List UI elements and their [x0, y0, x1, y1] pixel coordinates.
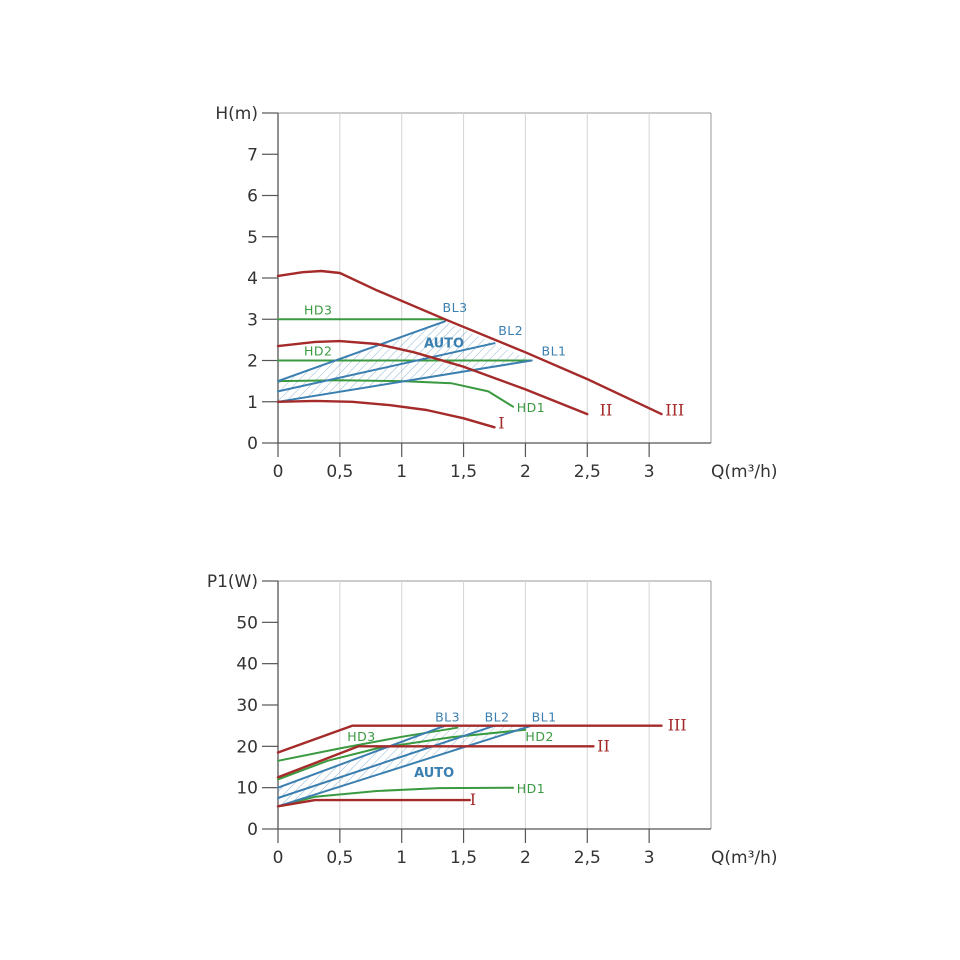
x-tick-label: 2	[520, 848, 531, 868]
series-line-bl2	[277, 342, 496, 393]
series-label-hd3: HD3	[304, 302, 332, 317]
x-tick-label: 2,5	[574, 848, 601, 868]
y-tick-label: 30	[236, 696, 258, 716]
series-label-bl3: BL3	[435, 710, 460, 725]
series-line-iii	[276, 269, 663, 416]
series-label-iii: III	[665, 400, 684, 419]
y-axis-label: H(m)	[215, 104, 258, 124]
x-tick-label: 0	[273, 848, 284, 868]
series-line-bl3	[277, 724, 446, 789]
series-line-i	[276, 399, 496, 429]
series-line-hd2	[277, 728, 527, 781]
series-label-ii: II	[600, 400, 613, 419]
y-tick-label: 50	[236, 613, 258, 633]
y-axis-label: P1(W)	[207, 572, 258, 592]
series-label-hd3: HD3	[347, 729, 375, 744]
x-tick-label: 1,5	[450, 848, 477, 868]
auto-label: AUTO	[414, 766, 454, 781]
series-line-iii	[276, 724, 663, 754]
x-tick-label: 1,5	[450, 462, 477, 482]
y-tick-label: 7	[247, 145, 258, 165]
series-label-i: I	[470, 790, 476, 809]
series-label-i: I	[498, 414, 504, 433]
series-label-hd2: HD2	[304, 344, 332, 359]
series-label-bl3: BL3	[443, 300, 468, 315]
series-label-hd2: HD2	[525, 729, 553, 744]
y-tick-label: 6	[247, 187, 258, 207]
y-tick-label: 4	[247, 269, 258, 289]
series-label-bl2: BL2	[498, 323, 523, 338]
auto-label: AUTO	[424, 336, 464, 351]
y-tick-label: 40	[236, 655, 258, 675]
series-line-bl2	[277, 724, 496, 799]
y-tick-label: 10	[236, 779, 258, 799]
series-label-bl1: BL1	[532, 710, 557, 725]
x-tick-label: 0	[273, 462, 284, 482]
y-tick-label: 1	[247, 393, 258, 413]
series-line-ii	[276, 339, 589, 416]
series-line-ii	[276, 745, 595, 779]
x-tick-label: 2,5	[574, 462, 601, 482]
x-tick-label: 1	[396, 848, 407, 868]
x-axis-label: Q(m³/h)	[711, 462, 778, 482]
x-tick-label: 3	[644, 462, 655, 482]
series-line-bl1	[277, 724, 533, 808]
series-label-hd1: HD1	[517, 400, 545, 415]
y-tick-label: 5	[247, 228, 258, 248]
x-axis-label: Q(m³/h)	[711, 848, 778, 868]
x-tick-label: 0,5	[326, 848, 353, 868]
y-tick-label: 0	[247, 820, 258, 840]
x-tick-label: 3	[644, 848, 655, 868]
series-line-bl3	[277, 320, 446, 383]
y-tick-label: 20	[236, 737, 258, 757]
series-line-i	[276, 798, 471, 808]
series-label-bl1: BL1	[542, 344, 567, 359]
series-label-ii: II	[597, 736, 610, 755]
series-label-iii: III	[668, 716, 687, 735]
x-tick-label: 2	[520, 462, 531, 482]
y-tick-label: 0	[247, 434, 258, 454]
x-tick-label: 1	[396, 462, 407, 482]
x-tick-label: 0,5	[326, 462, 353, 482]
series-line-hd1	[277, 786, 515, 808]
y-tick-label: 3	[247, 310, 258, 330]
series-label-bl2: BL2	[485, 710, 510, 725]
series-line-bl1	[277, 359, 533, 403]
auto-region	[278, 321, 532, 402]
series-label-hd1: HD1	[517, 781, 545, 796]
y-tick-label: 2	[247, 352, 258, 372]
